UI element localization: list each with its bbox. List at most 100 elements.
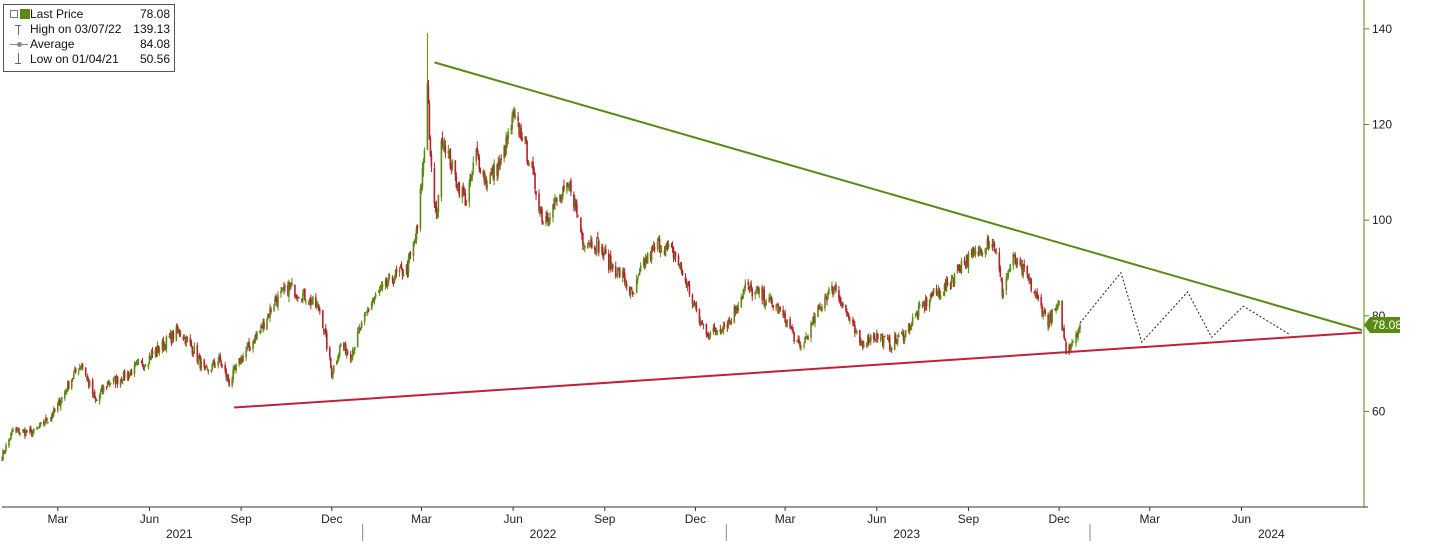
candle-body	[1030, 278, 1033, 291]
candle-body	[1068, 346, 1070, 355]
candle-body	[5, 445, 7, 451]
candle-body	[344, 343, 347, 355]
candle-body	[921, 304, 924, 306]
candle-body	[421, 168, 424, 188]
candle-body	[386, 284, 389, 287]
candle-body	[972, 248, 975, 254]
candle-body	[735, 309, 738, 312]
candle-body	[649, 253, 652, 260]
candle-body	[1070, 344, 1072, 349]
candle-body	[79, 367, 82, 369]
candle-body	[469, 174, 472, 186]
candle-body	[335, 360, 338, 365]
candle-body	[100, 387, 103, 391]
candle-body	[115, 376, 118, 384]
candle-body	[429, 138, 432, 156]
candle-body	[1026, 266, 1029, 275]
candle-body	[859, 329, 861, 343]
candle-body	[588, 242, 590, 244]
support-trend-line	[234, 331, 1363, 409]
candle-body	[406, 264, 409, 274]
candle-body	[596, 238, 598, 254]
candle-body	[116, 376, 119, 385]
candle-body	[632, 293, 635, 295]
candle-body	[479, 167, 482, 173]
candle-body	[224, 364, 226, 371]
candle-body	[820, 306, 822, 310]
candle-body	[939, 295, 942, 299]
candle-body	[463, 192, 466, 194]
candle-body	[170, 332, 173, 344]
candle-body	[297, 297, 299, 299]
candle-body	[762, 291, 765, 300]
candle-body	[935, 288, 938, 294]
candle-body	[1036, 292, 1038, 296]
candle-body	[670, 245, 673, 247]
candle-body	[779, 306, 781, 310]
candle-body	[1063, 328, 1065, 339]
candle-body	[1035, 293, 1037, 298]
candle-body	[518, 122, 520, 136]
candle-body	[3, 451, 5, 454]
candle-body	[595, 249, 597, 252]
candle-body	[98, 395, 101, 402]
candle-body	[239, 358, 241, 365]
candle-body	[741, 297, 744, 299]
candle-body	[33, 429, 35, 432]
candle-body	[604, 248, 607, 254]
candle-body	[12, 430, 14, 432]
candle-body	[985, 247, 988, 250]
candle-body	[31, 429, 33, 437]
x-month-label: Dec	[321, 512, 342, 526]
candle-body	[566, 182, 568, 191]
candle-body	[2, 450, 4, 461]
candle-body	[204, 366, 207, 368]
candle-body	[455, 175, 458, 188]
candle-body	[719, 329, 722, 333]
candle-body	[1050, 313, 1052, 323]
x-month-label: Jun	[867, 512, 886, 526]
candle-body	[45, 417, 47, 424]
candle-body	[95, 400, 98, 402]
candle-body	[1069, 344, 1071, 349]
candle-body	[789, 318, 791, 328]
candle-body	[356, 331, 359, 347]
candle-body	[399, 266, 402, 269]
candle-body	[900, 332, 903, 334]
candle-body	[770, 296, 772, 301]
candle-body	[102, 386, 105, 392]
candle-body	[312, 296, 314, 305]
candle-body	[328, 347, 331, 358]
candle-body	[1076, 333, 1078, 338]
x-year-label: 2022	[530, 527, 557, 541]
candle-body	[58, 400, 61, 406]
candle-body	[10, 433, 12, 440]
candle-body	[357, 330, 360, 333]
candle-body	[158, 349, 161, 353]
candle-body	[967, 252, 970, 269]
candle-body	[659, 249, 662, 254]
candle-body	[784, 313, 786, 322]
candle-body	[813, 316, 815, 324]
legend-row-average: Average 84.08	[8, 37, 170, 52]
candle-body	[443, 142, 446, 146]
candle-body	[555, 198, 557, 201]
candle-body	[1044, 309, 1046, 315]
candle-body	[9, 439, 11, 441]
candle-body	[693, 303, 696, 306]
candle-body	[819, 306, 821, 310]
candle-body	[575, 202, 577, 207]
candle-body	[37, 427, 39, 429]
candle-body	[248, 342, 250, 347]
candle-body	[798, 338, 800, 343]
x-year-label: 2023	[893, 527, 920, 541]
candle-body	[1042, 313, 1044, 317]
candle-body	[332, 365, 335, 373]
candle-body	[987, 237, 990, 247]
candlestick-series	[1, 33, 1081, 461]
candle-body	[1049, 312, 1051, 319]
candle-body	[733, 307, 736, 323]
candle-body	[911, 317, 914, 324]
candle-body	[51, 415, 53, 419]
candle-body	[998, 252, 1001, 270]
